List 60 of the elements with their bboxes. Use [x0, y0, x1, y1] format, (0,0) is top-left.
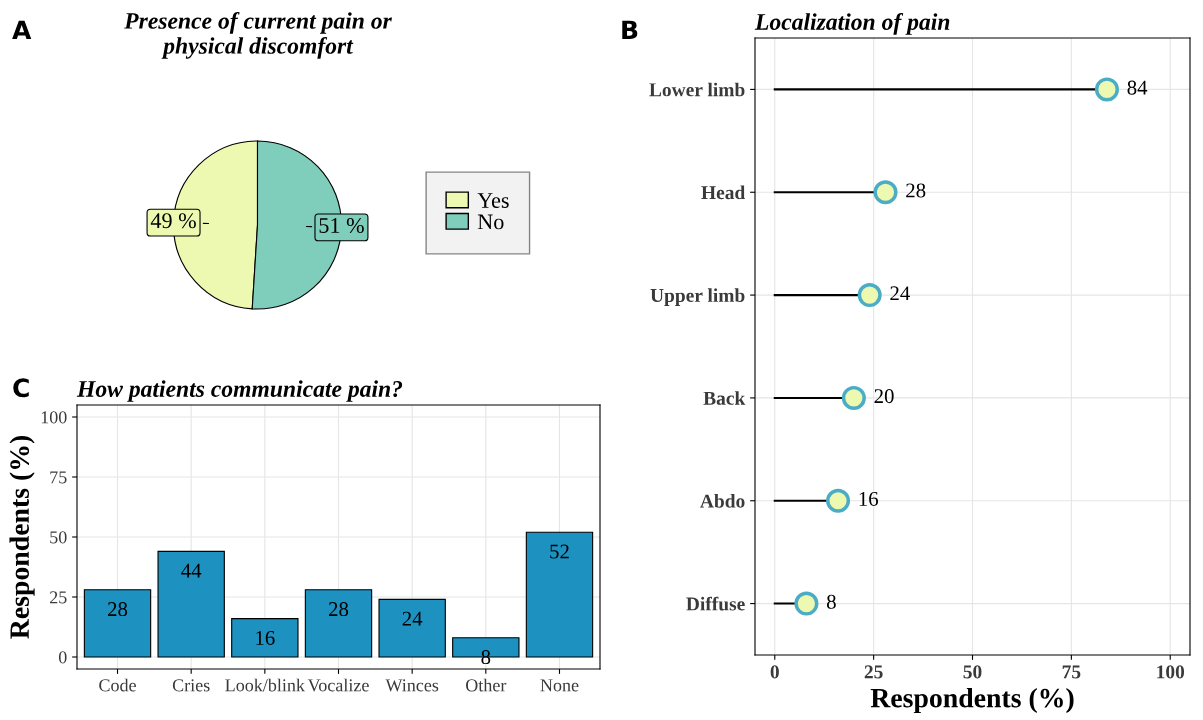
y-tick-label: 0 — [58, 651, 67, 664]
data-label: 8 — [481, 650, 491, 665]
legend-label: Yes — [477, 193, 509, 208]
data-label: 24 — [402, 611, 423, 626]
data-label: 28 — [906, 183, 926, 198]
y-tick-label: Lower limb — [649, 82, 745, 97]
x-tick-label: Other — [466, 678, 507, 692]
bar — [378, 598, 446, 658]
data-label: 84 — [1127, 80, 1148, 95]
data-label: 8 — [826, 594, 836, 609]
y-axis-title: Respondents (%) — [9, 435, 35, 639]
x-axis-title: Respondents (%) — [870, 687, 1074, 714]
chart-title: Localization of pain — [754, 13, 950, 35]
text: C — [13, 378, 29, 398]
x-tick-label: 50 — [963, 665, 982, 679]
point — [826, 488, 851, 513]
bar — [304, 589, 373, 658]
bar — [231, 618, 299, 658]
y-tick-label: Diffuse — [686, 596, 745, 611]
x-tick-label: 25 — [864, 665, 883, 679]
data-label: 20 — [874, 389, 894, 404]
legend-label: No — [477, 214, 504, 230]
bar — [157, 550, 225, 658]
data-label: 16 — [256, 630, 275, 645]
data-label: 44 — [181, 563, 202, 578]
y-tick-label: Back — [703, 391, 746, 405]
bar — [525, 531, 594, 658]
text: A — [12, 20, 32, 39]
x-tick-label: 75 — [1062, 665, 1081, 679]
y-tick-label: Abdo — [700, 494, 745, 508]
point — [1094, 77, 1119, 102]
point — [794, 591, 819, 616]
data-label: 28 — [329, 602, 349, 617]
x-tick-label: Code — [99, 678, 136, 692]
data-label: 51 % — [319, 217, 364, 234]
x-tick-label: None — [540, 679, 579, 692]
point — [857, 283, 882, 308]
data-label: 49 % — [150, 213, 196, 229]
data-label: 52 — [550, 544, 569, 559]
chart-title: Presence of current pain or physical discomfort — [124, 12, 392, 59]
point — [873, 180, 898, 205]
x-tick-label: 100 — [1157, 665, 1185, 679]
y-tick-label: 75 — [50, 471, 67, 484]
y-tick-label: Upper limb — [650, 288, 745, 306]
text: B — [622, 20, 638, 39]
y-tick-label: Head — [701, 185, 746, 200]
x-tick-label: Cries — [172, 679, 210, 692]
y-tick-label: 50 — [50, 531, 67, 544]
x-tick-label: Vocalize — [307, 678, 369, 692]
x-tick-label: 0 — [770, 665, 779, 679]
y-tick-label: 25 — [50, 591, 67, 604]
x-tick-label: Winces — [385, 679, 439, 692]
data-label: 28 — [108, 602, 128, 617]
y-tick-label: 100 — [41, 411, 67, 424]
x-tick-label: Look/blink — [225, 678, 305, 692]
point — [841, 385, 866, 410]
data-label: 24 — [890, 286, 910, 301]
data-label: 16 — [859, 491, 879, 506]
chart-title: How patients communicate pain? — [76, 380, 403, 402]
bar — [83, 589, 152, 658]
